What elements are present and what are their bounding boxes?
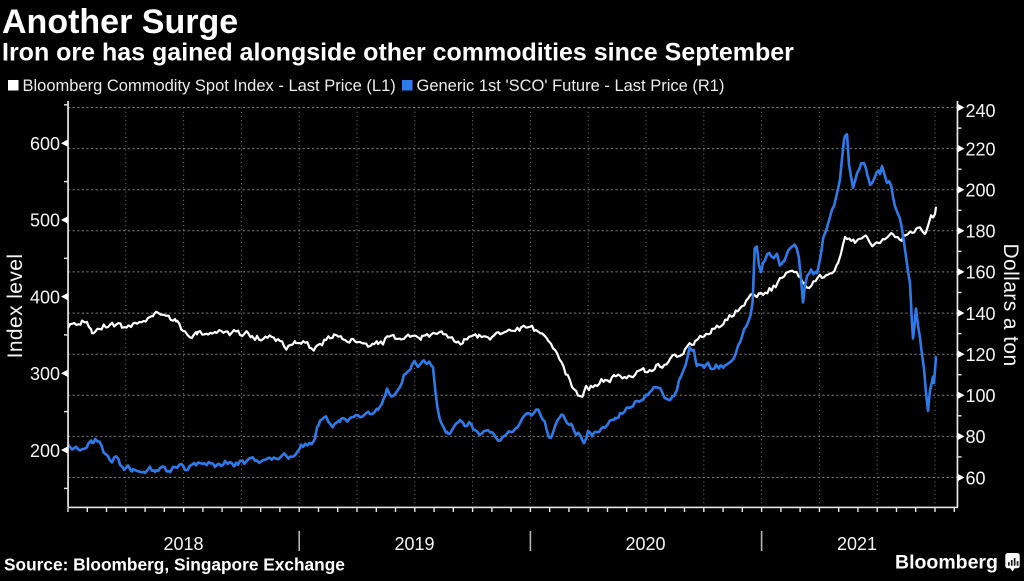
svg-text:2021: 2021 <box>837 534 877 554</box>
svg-text:2020: 2020 <box>625 534 665 554</box>
svg-text:Bloomberg: Bloomberg <box>895 552 998 574</box>
svg-text:Index level: Index level <box>4 254 27 359</box>
svg-text:600: 600 <box>30 134 60 154</box>
svg-text:2018: 2018 <box>163 534 203 554</box>
svg-text:Bloomberg Commodity Spot Index: Bloomberg Commodity Spot Index - Last Pr… <box>23 77 396 95</box>
svg-text:140: 140 <box>966 304 996 324</box>
svg-text:200: 200 <box>30 441 60 461</box>
svg-text:80: 80 <box>966 427 986 447</box>
svg-text:2019: 2019 <box>394 534 434 554</box>
svg-text:Another Surge: Another Surge <box>2 3 238 41</box>
svg-text:200: 200 <box>966 181 996 201</box>
svg-text:120: 120 <box>966 345 996 365</box>
svg-text:500: 500 <box>30 211 60 231</box>
svg-text:Source: Bloomberg, Singapore E: Source: Bloomberg, Singapore Exchange <box>4 555 345 575</box>
svg-text:Dollars a ton: Dollars a ton <box>999 243 1022 366</box>
svg-text:180: 180 <box>966 222 996 242</box>
svg-text:Generic 1st 'SCO' Future - Las: Generic 1st 'SCO' Future - Last Price (R… <box>417 77 725 95</box>
svg-text:Iron ore has gained alongside: Iron ore has gained alongside other comm… <box>2 39 794 67</box>
svg-text:220: 220 <box>966 139 996 159</box>
svg-text:240: 240 <box>966 101 996 121</box>
svg-text:300: 300 <box>30 364 60 384</box>
svg-text:100: 100 <box>966 386 996 406</box>
svg-text:400: 400 <box>30 287 60 307</box>
svg-text:60: 60 <box>966 468 986 488</box>
svg-text:160: 160 <box>966 263 996 283</box>
